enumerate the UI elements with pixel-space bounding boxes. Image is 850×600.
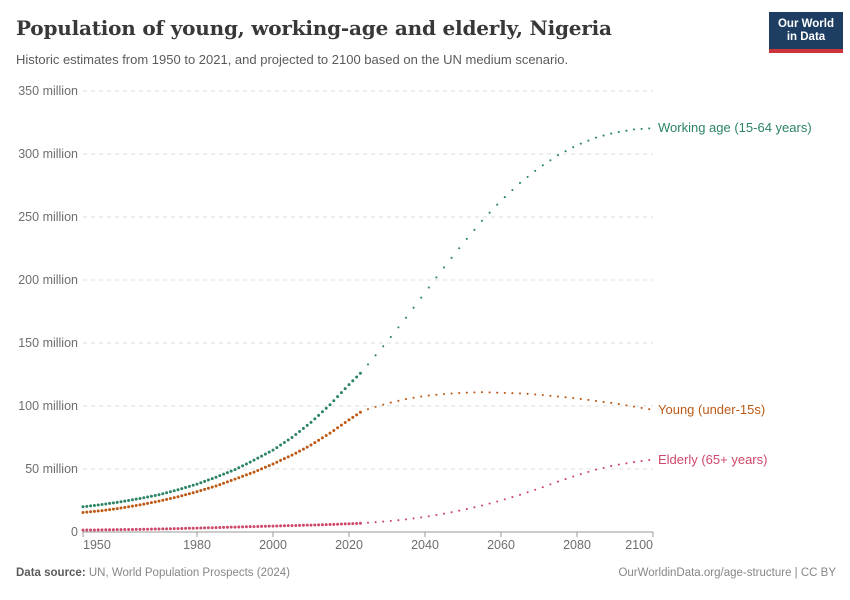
y-axis-label: 50 million <box>25 461 78 476</box>
series-elderly <box>81 459 651 532</box>
y-axis-label: 0 <box>71 524 78 539</box>
x-axis-label: 2000 <box>259 538 287 552</box>
y-axis-label: 150 million <box>18 335 78 350</box>
series-young <box>81 391 651 514</box>
y-axis-label: 350 million <box>18 83 78 98</box>
y-axis-label: 250 million <box>18 209 78 224</box>
data-source-text: UN, World Population Prospects (2024) <box>85 567 290 579</box>
y-axis-label: 300 million <box>18 146 78 161</box>
y-axis-label: 100 million <box>18 398 78 413</box>
series-label-elderly: Elderly (65+ years) <box>658 451 768 467</box>
y-axis-label: 200 million <box>18 272 78 287</box>
x-axis-label: 2100 <box>625 538 653 552</box>
data-source-label: Data source: <box>16 567 86 579</box>
owid-logo-line1: Our World <box>777 18 834 30</box>
page-title: Population of young, working-age and eld… <box>16 16 612 40</box>
data-source-note: Data source: UN, World Population Prospe… <box>16 567 290 579</box>
owid-logo-red-bar <box>769 49 843 53</box>
x-axis-label: 2040 <box>411 538 439 552</box>
owid-logo: Our World in Data <box>769 12 843 49</box>
series-label-working-age: Working age (15-64 years) <box>658 120 812 136</box>
series-working-age <box>81 127 651 509</box>
x-axis-label: 1980 <box>183 538 211 552</box>
series-label-young: Young (under-15s) <box>658 401 766 417</box>
x-axis-label: 2020 <box>335 538 363 552</box>
credit-link[interactable]: OurWorldinData.org/age-structure | CC BY <box>618 567 836 579</box>
owid-logo-line2: in Data <box>786 31 826 43</box>
x-axis-label: 2080 <box>563 538 591 552</box>
x-axis-label: 2060 <box>487 538 515 552</box>
chart-subtitle: Historic estimates from 1950 to 2021, an… <box>16 52 569 67</box>
x-axis-label: 1950 <box>83 538 111 552</box>
